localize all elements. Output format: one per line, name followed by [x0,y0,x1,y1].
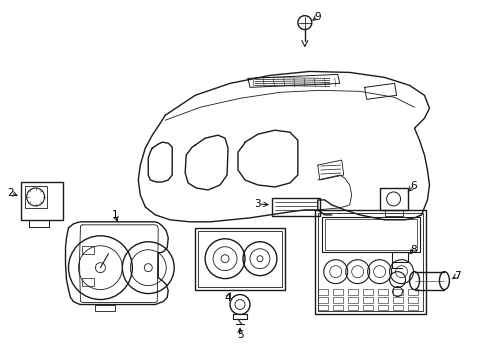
Bar [24,186,46,208]
Bar [347,305,357,310]
Text: 5: 5 [236,330,243,341]
Bar [321,217,419,252]
Bar [377,289,387,294]
Bar [195,228,285,289]
Text: 3: 3 [254,199,261,209]
Bar [407,297,417,302]
Bar [314,210,426,315]
Bar [362,305,372,310]
Bar [407,305,417,310]
Bar [332,297,342,302]
Bar [332,289,342,294]
Text: 9: 9 [314,12,321,22]
Bar [317,305,327,310]
Bar [198,231,281,287]
Bar [407,289,417,294]
Bar [379,188,407,210]
Bar [82,246,94,254]
Bar [271,198,319,216]
Bar [392,289,402,294]
Bar [82,278,94,285]
Bar [362,289,372,294]
Bar [377,297,387,302]
Text: 7: 7 [453,271,460,281]
Text: 4: 4 [224,293,231,302]
Bar [317,289,327,294]
Bar [324,219,416,250]
Bar [347,297,357,302]
Bar [377,305,387,310]
Bar [20,182,62,220]
Bar [317,213,423,311]
Bar [347,289,357,294]
Bar [392,305,402,310]
Text: 2: 2 [7,188,14,198]
Bar [317,297,327,302]
Text: 8: 8 [409,245,416,255]
Text: 1: 1 [112,210,119,220]
Bar [362,297,372,302]
Text: 6: 6 [409,181,416,191]
Bar [332,305,342,310]
Bar [392,297,402,302]
